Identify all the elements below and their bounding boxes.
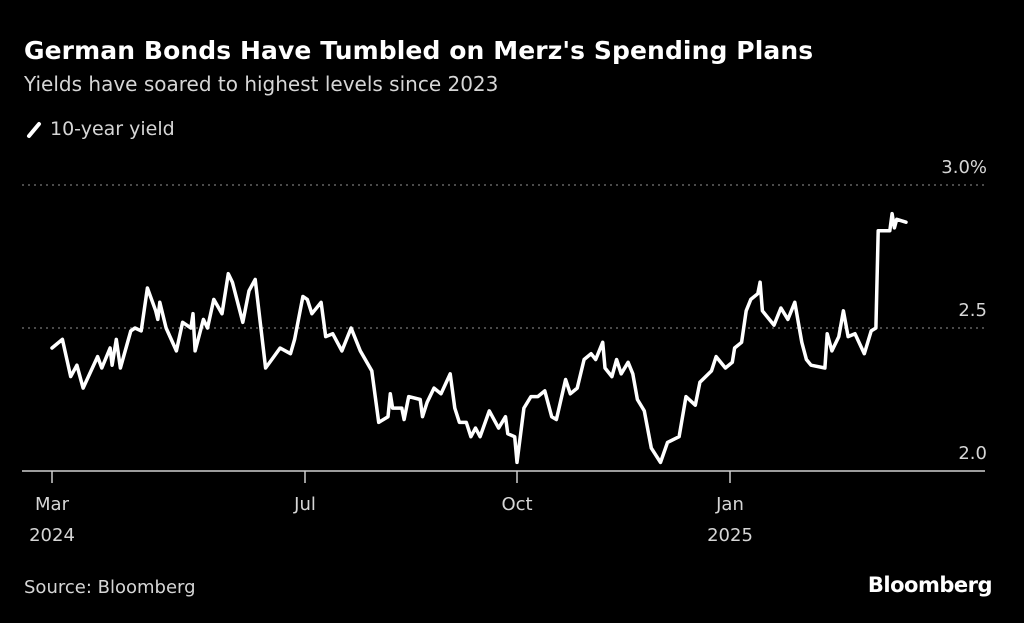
y-tick-label: 2.0 bbox=[958, 443, 987, 464]
series-line-10-year-yield bbox=[50, 211, 908, 465]
x-tick-label: Jan bbox=[715, 494, 744, 515]
chart-title: German Bonds Have Tumbled on Merz's Spen… bbox=[24, 36, 814, 65]
line-slash-icon bbox=[27, 122, 41, 138]
x-tick-year-label: 2024 bbox=[29, 525, 75, 546]
x-tick-label: Oct bbox=[501, 494, 532, 515]
x-tick-label: Mar bbox=[35, 494, 70, 515]
chart-subtitle: Yields have soared to highest levels sin… bbox=[24, 72, 499, 96]
legend-label: 10-year yield bbox=[50, 118, 175, 140]
y-tick-label: 2.5 bbox=[958, 300, 987, 321]
x-tick-label: Jul bbox=[293, 494, 316, 515]
y-tick-label: 3.0% bbox=[941, 157, 987, 178]
x-tick-year-label: 2025 bbox=[707, 525, 753, 546]
source-note: Source: Bloomberg bbox=[24, 577, 196, 598]
bloomberg-logo: Bloomberg bbox=[867, 573, 993, 597]
legend: 10-year yield bbox=[26, 118, 175, 140]
